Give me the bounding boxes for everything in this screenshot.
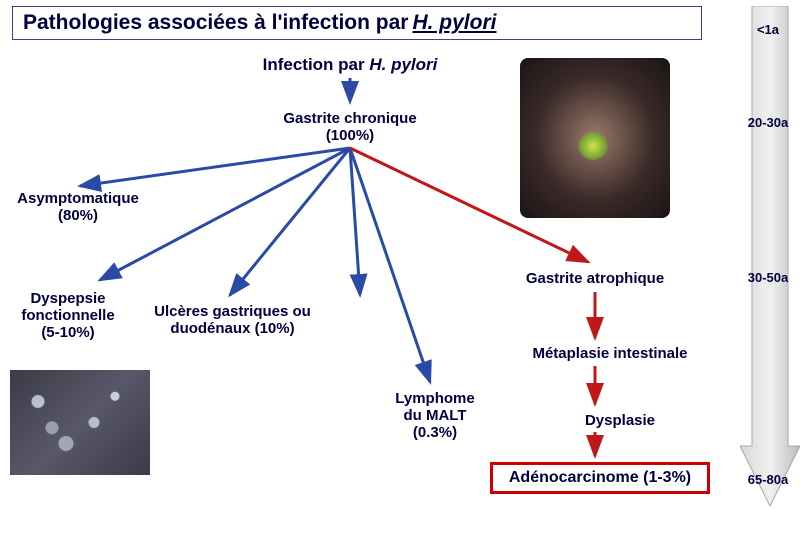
subtitle-main: Infection par <box>263 55 365 74</box>
timeline-label-3: 30-50a <box>738 270 798 285</box>
subtitle-species: H. pylori <box>369 55 437 74</box>
node-gastrite-atrophique: Gastrite atrophique <box>500 270 690 287</box>
ulceres-l1: Ulcères gastriques ou <box>135 303 330 320</box>
asympt-l2: (80%) <box>8 207 148 224</box>
gastrite-chr-l1: Gastrite chronique <box>260 110 440 127</box>
dyspepsie-l1: Dyspepsie <box>8 290 128 307</box>
timeline-arrow <box>740 6 800 506</box>
node-dysplasie: Dysplasie <box>560 412 680 429</box>
lymphome-l1: Lymphome <box>375 390 495 407</box>
node-asymptomatique: Asymptomatique (80%) <box>8 190 148 224</box>
asympt-l1: Asymptomatique <box>8 190 148 207</box>
timeline-label-4: 65-80a <box>738 472 798 487</box>
lymphome-l2: du MALT <box>375 407 495 424</box>
timeline-label-1: <1a <box>738 22 798 37</box>
dyspepsie-l3: (5-10%) <box>8 324 128 341</box>
dyspepsie-l2: fonctionnelle <box>8 307 128 324</box>
node-adenocarcinome: Adénocarcinome (1-3%) <box>490 462 710 494</box>
anatomy-image <box>520 58 670 218</box>
title-bar: Pathologies associées à l'infection par … <box>12 6 702 40</box>
ulceres-l2: duodénaux (10%) <box>135 320 330 337</box>
node-dyspepsie: Dyspepsie fonctionnelle (5-10%) <box>8 290 128 341</box>
microscopy-image <box>10 370 150 475</box>
lymphome-l3: (0.3%) <box>375 424 495 441</box>
node-ulceres: Ulcères gastriques ou duodénaux (10%) <box>135 303 330 337</box>
title-text: Pathologies associées à l'infection par <box>23 11 408 35</box>
node-gastrite-chronique: Gastrite chronique (100%) <box>260 110 440 144</box>
node-metaplasie: Métaplasie intestinale <box>510 345 710 362</box>
gastrite-chr-l2: (100%) <box>260 127 440 144</box>
node-lymphome: Lymphome du MALT (0.3%) <box>375 390 495 441</box>
subtitle: Infection par H. pylori <box>220 55 480 75</box>
timeline-label-2: 20-30a <box>738 115 798 130</box>
title-species: H. pylori <box>412 11 496 35</box>
